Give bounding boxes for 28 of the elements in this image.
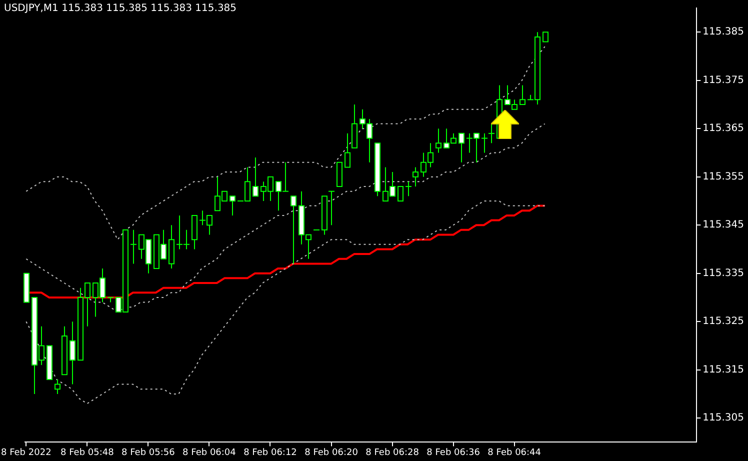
line-series bbox=[26, 123, 546, 312]
candlestick bbox=[328, 190, 335, 226]
y-tick-label: 115.345 bbox=[702, 220, 744, 231]
x-tick-label: 8 Feb 2022 bbox=[0, 448, 52, 458]
y-tick-label: 115.315 bbox=[702, 364, 744, 376]
line-series bbox=[26, 46, 546, 240]
x-tick-label: 8 Feb 05:48 bbox=[60, 448, 114, 458]
x-tick-label: 8 Feb 06:36 bbox=[426, 448, 480, 458]
y-tick-label: 115.355 bbox=[702, 171, 744, 182]
candlestick bbox=[405, 181, 412, 197]
x-tick-label: 8 Feb 06:04 bbox=[182, 448, 236, 458]
candlestick bbox=[481, 132, 488, 154]
y-tick-label: 115.365 bbox=[702, 123, 744, 134]
y-tick-label: 115.325 bbox=[702, 316, 744, 328]
x-tick-label: 8 Feb 05:56 bbox=[122, 448, 176, 458]
candlestick bbox=[130, 229, 137, 264]
y-tick-label: 115.385 bbox=[702, 26, 744, 38]
y-tick-label: 115.335 bbox=[702, 268, 744, 279]
x-tick-label: 8 Feb 06:28 bbox=[366, 448, 420, 458]
line-series bbox=[26, 200, 546, 404]
candlestick bbox=[488, 123, 495, 144]
y-tick-label: 115.375 bbox=[702, 74, 744, 86]
chart-title: USDJPY,M1 115.383 115.385 115.383 115.385 bbox=[4, 3, 237, 14]
x-tick-label: 8 Feb 06:44 bbox=[488, 448, 542, 458]
y-tick-label: 115.305 bbox=[702, 412, 744, 424]
x-tick-label: 8 Feb 06:20 bbox=[304, 448, 358, 458]
candlestick bbox=[107, 296, 114, 303]
x-tick-label: 8 Feb 06:12 bbox=[244, 448, 297, 458]
